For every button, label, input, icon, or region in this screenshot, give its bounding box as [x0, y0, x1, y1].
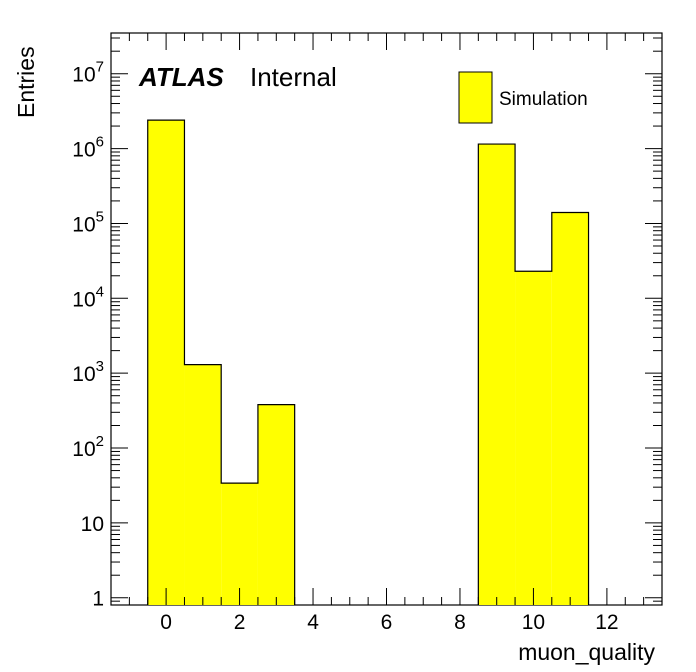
- histogram-outline: [147, 119, 590, 605]
- x-tick-label: 12: [595, 611, 618, 634]
- histogram-bars: [147, 119, 590, 606]
- x-tick-label: 4: [307, 611, 319, 634]
- legend-swatch: [458, 71, 493, 124]
- y-tick-label: 10: [81, 513, 104, 536]
- atlas-label: ATLAS: [138, 62, 224, 92]
- y-axis-title: Entries: [13, 46, 39, 118]
- y-tick-label: 102: [72, 433, 104, 461]
- y-tick-label: 103: [72, 358, 104, 386]
- histogram-bar: [515, 271, 552, 605]
- y-tick-label: 106: [72, 134, 104, 162]
- histogram-bar: [257, 404, 295, 605]
- y-tick-label: 104: [72, 283, 104, 311]
- histogram-bar: [221, 483, 258, 605]
- x-tick-label: 0: [160, 611, 172, 634]
- x-tick-label: 6: [381, 611, 393, 634]
- y-tick-labels: 1 10 102 103 104 105 106 107: [72, 59, 104, 611]
- histogram-bar: [184, 364, 222, 605]
- x-tick-label: 2: [234, 611, 246, 634]
- histogram-bar: [147, 120, 185, 606]
- histogram-bar: [551, 212, 589, 605]
- histogram-bar: [478, 144, 516, 606]
- legend: Simulation: [458, 71, 588, 124]
- y-tick-label: 1: [92, 588, 104, 611]
- x-tick-label: 10: [522, 611, 545, 634]
- axis-ticks: [110, 33, 663, 606]
- y-tick-label: 105: [72, 208, 104, 236]
- y-tick-label: 107: [72, 59, 104, 87]
- legend-label: Simulation: [499, 89, 588, 110]
- internal-label: Internal: [250, 62, 337, 92]
- x-axis-title: muon_quality: [518, 639, 655, 665]
- x-tick-label: 8: [454, 611, 466, 634]
- x-tick-labels: 0 2 4 6 8 10 12: [160, 611, 618, 634]
